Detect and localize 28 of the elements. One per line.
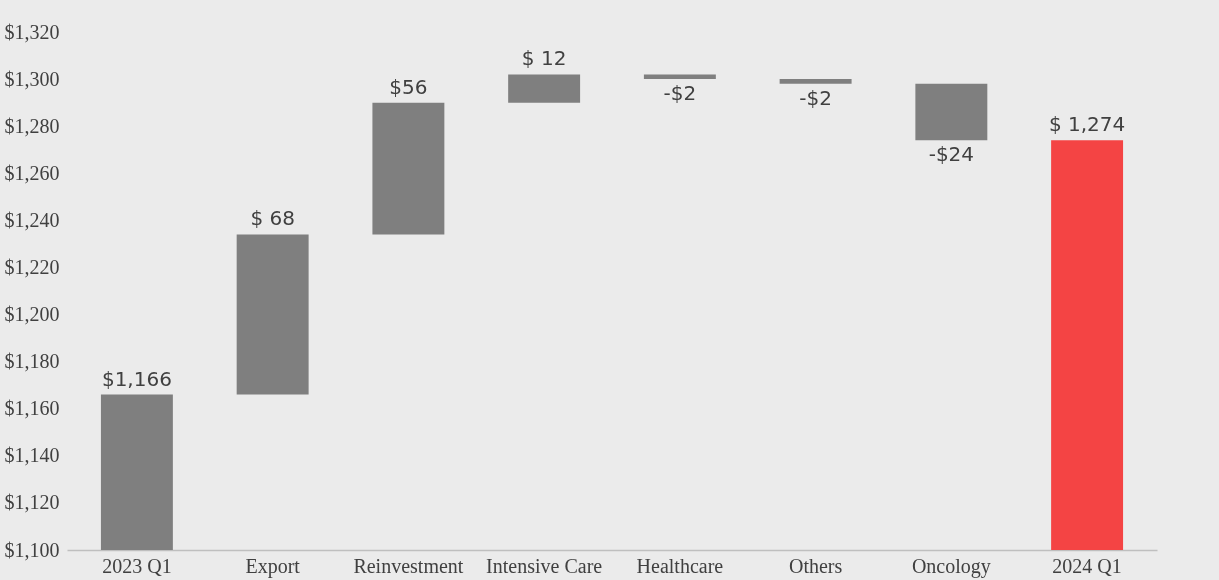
y-tick-label: $1,180 — [4, 350, 60, 373]
data-label: $56 — [389, 74, 428, 99]
y-tick-label: $1,240 — [4, 208, 60, 231]
y-tick-label: $1,100 — [4, 538, 60, 561]
y-tick-label: $1,200 — [4, 303, 60, 326]
x-tick-label: 2024 Q1 — [1052, 554, 1122, 577]
y-tick-label: $1,300 — [4, 67, 60, 90]
y-tick-label: $1,260 — [4, 161, 60, 184]
data-label: $1,166 — [101, 366, 172, 391]
y-tick-label: $1,320 — [4, 20, 60, 43]
x-tick-label: Oncology — [911, 554, 991, 578]
x-tick-label: Intensive Care — [486, 554, 603, 577]
data-label: $ 68 — [250, 206, 295, 231]
x-tick-label: Healthcare — [636, 554, 724, 577]
data-label: -$2 — [663, 81, 697, 106]
y-tick-label: $1,280 — [4, 114, 60, 137]
x-tick-label: Export — [245, 554, 301, 578]
y-tick-label: $1,160 — [4, 397, 60, 420]
y-tick-label: $1,220 — [4, 255, 60, 278]
data-label: $ 1,274 — [1048, 112, 1126, 137]
data-label: $ 12 — [521, 46, 567, 71]
x-tick-label: Others — [788, 554, 843, 577]
y-tick-label: $1,120 — [4, 491, 60, 514]
data-label: -$2 — [799, 85, 832, 110]
x-tick-label: 2023 Q1 — [102, 554, 172, 577]
data-label: -$24 — [928, 142, 975, 167]
x-tick-label: Reinvestment — [353, 554, 464, 577]
y-tick-label: $1,140 — [4, 444, 60, 467]
